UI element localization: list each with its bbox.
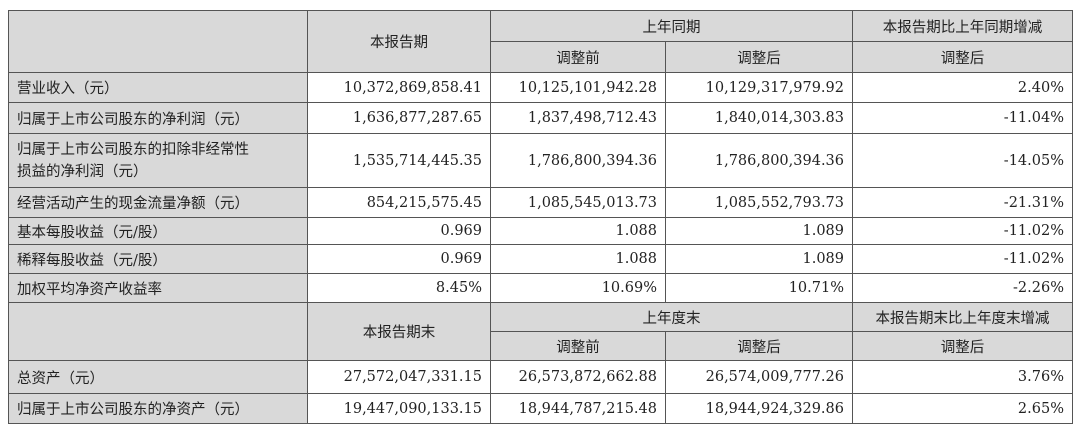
before-value: 10.69% xyxy=(490,273,666,303)
row-label: 营业收入（元） xyxy=(8,72,308,103)
change-value: 2.65% xyxy=(852,393,1073,424)
current-value: 0.969 xyxy=(307,217,491,245)
header-after-adjustment: 调整后 xyxy=(665,331,853,361)
current-value: 19,447,090,133.15 xyxy=(307,393,491,424)
before-value: 1.088 xyxy=(490,244,666,274)
change-value: -11.02% xyxy=(852,217,1073,245)
header-prior-year-end: 上年度末 xyxy=(490,302,853,332)
before-value: 1,786,800,394.36 xyxy=(490,133,666,188)
row-label: 稀释每股收益（元/股） xyxy=(8,244,308,274)
row-label: 归属于上市公司股东的净资产（元） xyxy=(8,393,308,424)
table-row: 总资产（元） 27,572,047,331.15 26,573,872,662.… xyxy=(8,360,1073,394)
before-value: 1.088 xyxy=(490,217,666,245)
change-value: -11.02% xyxy=(852,244,1073,274)
financial-data-table: 本报告期 上年同期 本报告期比上年同期增减 调整前 调整后 调整后 营业收入（元… xyxy=(8,10,1073,424)
before-value: 18,944,787,215.48 xyxy=(490,393,666,424)
before-value: 10,125,101,942.28 xyxy=(490,72,666,103)
after-value: 10.71% xyxy=(665,273,853,303)
table-row: 加权平均净资产收益率 8.45% 10.69% 10.71% -2.26% xyxy=(8,273,1073,303)
after-value: 1.089 xyxy=(665,217,853,245)
table-row: 经营活动产生的现金流量净额（元） 854,215,575.45 1,085,54… xyxy=(8,187,1073,218)
header-before-adjustment: 调整前 xyxy=(490,41,666,73)
current-value: 0.969 xyxy=(307,244,491,274)
current-value: 1,636,877,287.65 xyxy=(307,102,491,134)
row-label: 基本每股收益（元/股） xyxy=(8,217,308,245)
table-row: 稀释每股收益（元/股） 0.969 1.088 1.089 -11.02% xyxy=(8,244,1073,274)
header-after-adjustment: 调整后 xyxy=(665,41,853,73)
before-value: 1,085,545,013.73 xyxy=(490,187,666,218)
header-prior-period: 上年同期 xyxy=(490,10,853,42)
before-value: 1,837,498,712.43 xyxy=(490,102,666,134)
header-blank-cell xyxy=(8,302,308,361)
current-value: 854,215,575.45 xyxy=(307,187,491,218)
row-label-line-2: 损益的净利润（元） xyxy=(17,163,148,180)
current-value: 8.45% xyxy=(307,273,491,303)
header-change: 本报告期末比上年度末增减 xyxy=(852,302,1073,332)
table-row: 归属于上市公司股东的扣除非经常性 损益的净利润（元） 1,535,714,445.… xyxy=(8,133,1073,188)
row-label: 总资产（元） xyxy=(8,360,308,394)
current-value: 10,372,869,858.41 xyxy=(307,72,491,103)
row-label: 加权平均净资产收益率 xyxy=(8,273,308,303)
change-value: 3.76% xyxy=(852,360,1073,394)
row-label: 经营活动产生的现金流量净额（元） xyxy=(8,187,308,218)
header-change: 本报告期比上年同期增减 xyxy=(852,10,1073,42)
current-value: 1,535,714,445.35 xyxy=(307,133,491,188)
header-current-period-end: 本报告期末 xyxy=(307,302,491,361)
table-row: 归属于上市公司股东的净资产（元） 19,447,090,133.15 18,94… xyxy=(8,393,1073,424)
before-value: 26,573,872,662.88 xyxy=(490,360,666,394)
change-value: -11.04% xyxy=(852,102,1073,134)
after-value: 1,085,552,793.73 xyxy=(665,187,853,218)
current-value: 27,572,047,331.15 xyxy=(307,360,491,394)
after-value: 10,129,317,979.92 xyxy=(665,72,853,103)
change-value: -2.26% xyxy=(852,273,1073,303)
change-value: -21.31% xyxy=(852,187,1073,218)
after-value: 1.089 xyxy=(665,244,853,274)
table-row: 归属于上市公司股东的净利润（元） 1,636,877,287.65 1,837,… xyxy=(8,102,1073,134)
after-value: 18,944,924,329.86 xyxy=(665,393,853,424)
row-label-line-1: 归属于上市公司股东的扣除非经常性 xyxy=(17,141,249,158)
table-row: 基本每股收益（元/股） 0.969 1.088 1.089 -11.02% xyxy=(8,217,1073,245)
row-label: 归属于上市公司股东的净利润（元） xyxy=(8,102,308,134)
change-value: -14.05% xyxy=(852,133,1073,188)
change-value: 2.40% xyxy=(852,72,1073,103)
after-value: 1,786,800,394.36 xyxy=(665,133,853,188)
after-value: 1,840,014,303.83 xyxy=(665,102,853,134)
after-value: 26,574,009,777.26 xyxy=(665,360,853,394)
row-label: 归属于上市公司股东的扣除非经常性 损益的净利润（元） xyxy=(8,133,308,188)
header-before-adjustment: 调整前 xyxy=(490,331,666,361)
header-blank-cell xyxy=(8,10,308,73)
header-change-after-adjustment: 调整后 xyxy=(852,41,1073,73)
header-current-period: 本报告期 xyxy=(307,10,491,73)
header-change-after-adjustment: 调整后 xyxy=(852,331,1073,361)
table-row: 营业收入（元） 10,372,869,858.41 10,125,101,942… xyxy=(8,72,1073,103)
